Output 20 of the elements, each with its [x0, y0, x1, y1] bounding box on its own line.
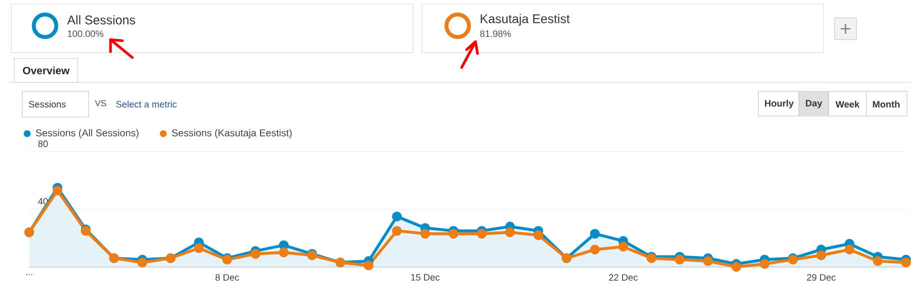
x-tick-label: 22 Dec — [608, 274, 638, 281]
text: Hourly — [765, 100, 794, 109]
legend-label: Sessions (Kasutaja Eestist) — [172, 129, 292, 139]
legend-label: Sessions (All Sessions) — [36, 129, 138, 139]
text: Overview — [22, 66, 70, 75]
text: Day — [806, 100, 822, 108]
text: Sessions — [28, 100, 66, 108]
text: 81.98% — [480, 30, 511, 38]
text: Select a metric — [116, 100, 177, 108]
text: All Sessions — [67, 15, 136, 25]
text: 100.00% — [68, 30, 104, 38]
text: Week — [836, 100, 860, 108]
x-tick-label: 8 Dec — [215, 274, 240, 281]
text: Kasutaja Eestist — [480, 14, 570, 26]
x-tick-label: ... — [26, 274, 32, 276]
text: VS — [94, 100, 106, 106]
y-tick-label: 80 — [38, 140, 48, 148]
x-tick-label: 29 Dec — [806, 274, 836, 281]
x-tick-label: 15 Dec — [411, 274, 440, 281]
text: Month — [872, 100, 900, 108]
